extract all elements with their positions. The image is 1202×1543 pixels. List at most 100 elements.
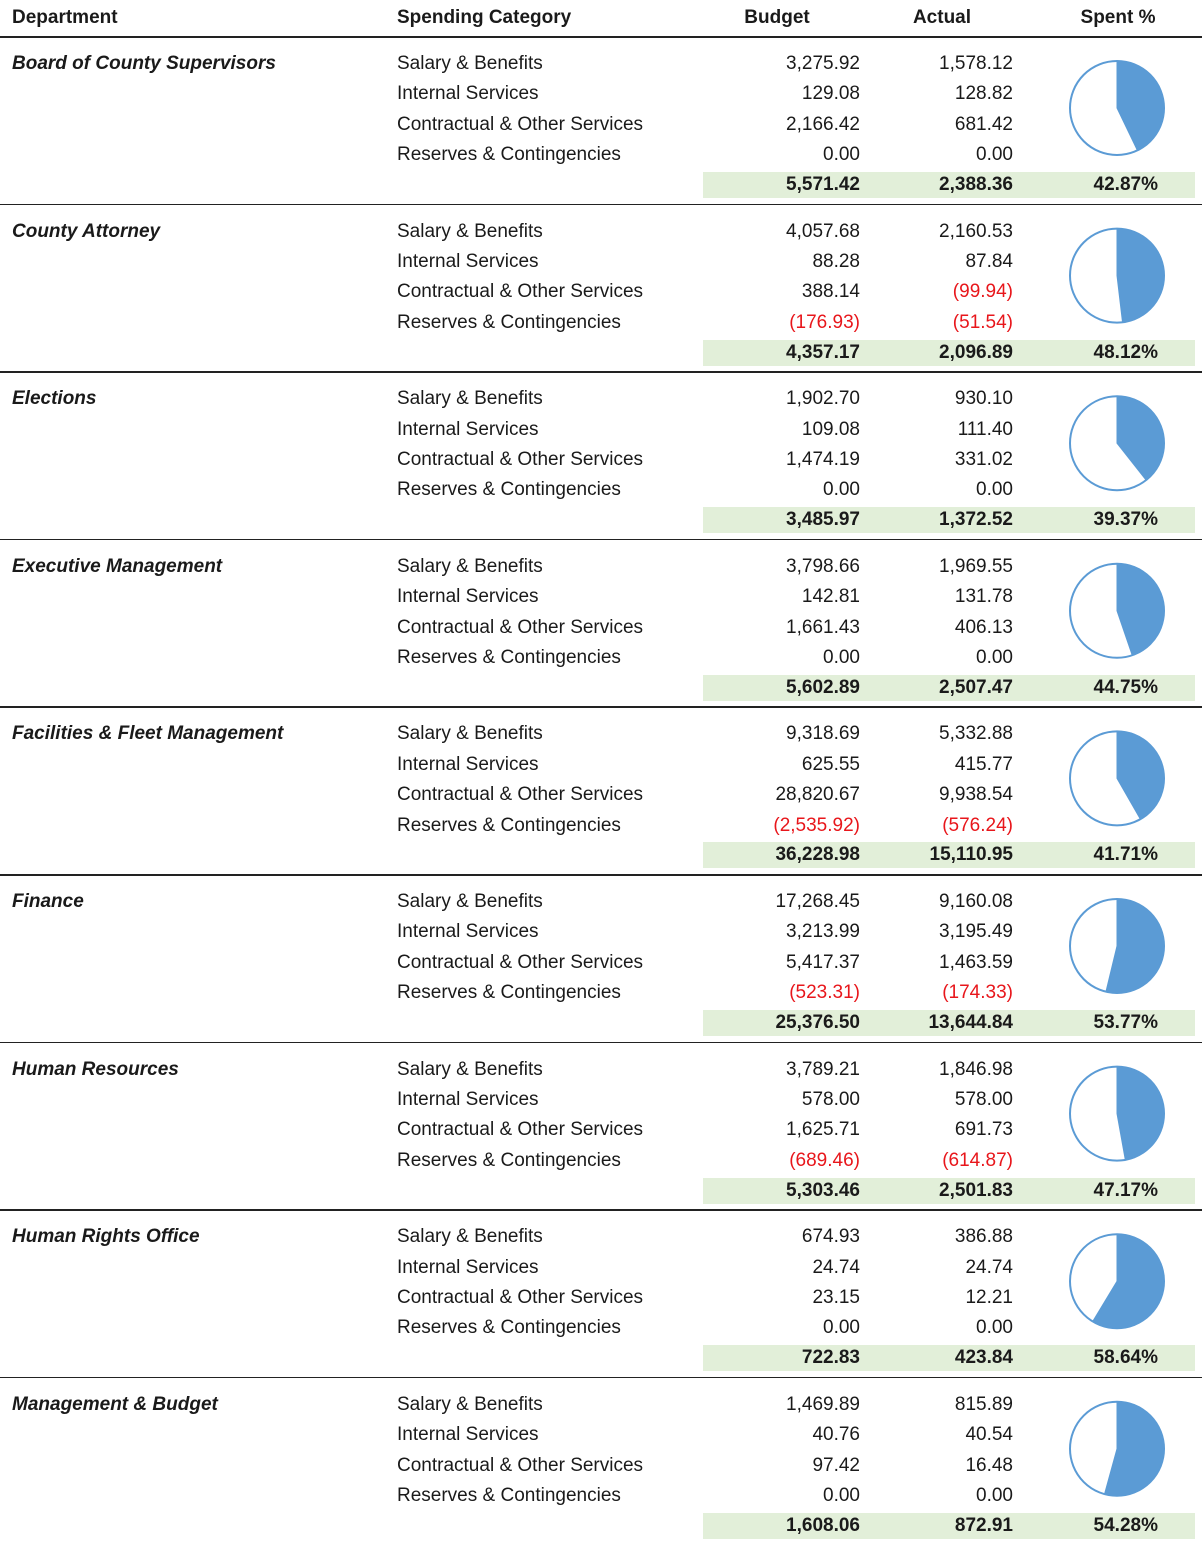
department-name: Board of County Supervisors [12, 53, 276, 74]
category: Contractual & Other Services [397, 1454, 644, 1476]
total-band [703, 674, 1195, 701]
category: Reserves & Contingencies [397, 982, 621, 1004]
total-band [703, 842, 1195, 869]
total-budget: 722.83 [801, 1347, 860, 1369]
department-name: Human Rights Office [12, 1226, 200, 1248]
actual: 1,969.55 [939, 555, 1013, 577]
budget: 674.93 [801, 1226, 860, 1248]
budget: 3,798.66 [786, 555, 860, 577]
department-name: County Attorney [12, 220, 161, 242]
category: Internal Services [397, 921, 539, 943]
pie-slice [1116, 730, 1165, 820]
category: Salary & Benefits [397, 1058, 543, 1080]
budget: 0.00 [823, 647, 860, 668]
total-actual: 2,501.83 [939, 1179, 1013, 1201]
section-rule [0, 1041, 1202, 1044]
total-budget: 1,608.06 [786, 1514, 860, 1536]
actual: 24.74 [965, 1256, 1013, 1278]
actual: 12.21 [965, 1287, 1013, 1308]
category: Reserves & Contingencies [397, 814, 621, 836]
header-cell: Actual [912, 7, 972, 28]
budget: 23.15 [812, 1287, 860, 1308]
category: Reserves & Contingencies [397, 479, 621, 501]
category: Contractual & Other Services [397, 784, 644, 806]
budget: 28,820.67 [775, 784, 860, 806]
pie-slice [1116, 1066, 1165, 1161]
budget: 1,902.70 [786, 388, 860, 410]
budget: 3,213.99 [786, 921, 860, 943]
actual: (99.94) [952, 281, 1013, 303]
category: Contractual & Other Services [397, 951, 644, 973]
department-name: Elections [12, 388, 97, 410]
category: Contractual & Other Services [397, 113, 644, 135]
budget: 97.42 [812, 1454, 860, 1476]
budget: 3,789.21 [786, 1058, 860, 1080]
actual: 0.00 [976, 1485, 1013, 1506]
total-band [703, 1345, 1195, 1372]
spent-percent: 39.37% [1093, 509, 1158, 531]
budget: (2,535.92) [773, 814, 860, 836]
spent-percent: 47.17% [1093, 1179, 1158, 1201]
total-band [703, 339, 1195, 366]
actual: (576.24) [942, 814, 1013, 836]
total-actual: 423.84 [954, 1347, 1013, 1369]
category: Contractual & Other Services [397, 449, 644, 470]
category: Internal Services [397, 251, 539, 272]
pie-slice [1103, 1401, 1165, 1497]
category: Contractual & Other Services [397, 1287, 644, 1308]
department-name: Finance [12, 891, 84, 912]
category: Internal Services [397, 418, 539, 440]
category: Internal Services [397, 1089, 539, 1110]
budget: 1,469.89 [786, 1393, 860, 1415]
actual: 9,160.08 [939, 891, 1013, 912]
total-band [703, 507, 1195, 534]
actual: 0.00 [976, 479, 1013, 501]
header-cell: Budget [744, 7, 810, 28]
budget: 2,166.42 [786, 113, 860, 135]
pie-slice [1105, 898, 1165, 994]
budget: 129.08 [801, 83, 860, 105]
actual: 1,846.98 [939, 1058, 1013, 1080]
actual: 87.84 [965, 251, 1013, 272]
total-actual: 2,507.47 [939, 676, 1013, 698]
budget: 5,417.37 [786, 951, 860, 973]
total-budget: 4,357.17 [786, 341, 860, 363]
department-name: Executive Management [12, 555, 223, 577]
actual: (51.54) [952, 311, 1013, 333]
category: Internal Services [397, 1424, 539, 1446]
actual: 2,160.53 [939, 220, 1013, 242]
section-rule [0, 874, 1202, 876]
actual: 930.10 [954, 388, 1013, 410]
actual: 9,938.54 [939, 784, 1013, 806]
actual: 128.82 [954, 83, 1013, 105]
budget: 625.55 [801, 753, 860, 775]
budget: 0.00 [823, 1485, 860, 1506]
budget: 388.14 [801, 281, 860, 303]
actual: 691.73 [954, 1119, 1013, 1141]
pie-slice [1116, 563, 1165, 656]
section-rule [0, 203, 1202, 206]
actual: 1,578.12 [939, 53, 1013, 74]
actual: (174.33) [942, 982, 1013, 1004]
header-cell: Spending Category [397, 7, 572, 28]
section-rule [0, 538, 1202, 541]
total-budget: 5,571.42 [786, 174, 860, 195]
total-actual: 2,388.36 [939, 174, 1013, 195]
total-budget: 5,602.89 [786, 676, 860, 698]
actual: 40.54 [965, 1424, 1013, 1446]
budget: 4,057.68 [786, 220, 860, 242]
actual: 415.77 [954, 753, 1013, 775]
category: Internal Services [397, 586, 539, 608]
actual: 815.89 [954, 1393, 1013, 1415]
budget: 40.76 [812, 1424, 860, 1446]
budget: 1,661.43 [786, 616, 860, 638]
total-band [703, 172, 1195, 198]
total-actual: 872.91 [954, 1514, 1013, 1536]
actual: 3,195.49 [939, 921, 1013, 943]
actual: 331.02 [954, 449, 1013, 470]
total-actual: 13,644.84 [928, 1012, 1013, 1033]
category: Salary & Benefits [397, 1393, 543, 1415]
department-name: Human Resources [12, 1058, 179, 1080]
header-cell: Department [12, 7, 118, 28]
